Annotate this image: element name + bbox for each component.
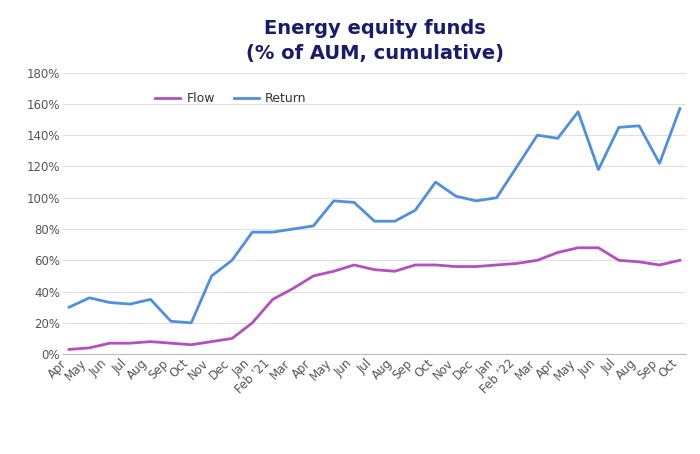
Flow — [167, 340, 175, 346]
Return — [574, 109, 582, 114]
Flow — [146, 339, 155, 344]
Flow — [554, 250, 562, 255]
Return — [146, 296, 155, 302]
Flow — [655, 262, 664, 268]
Flow — [574, 245, 582, 251]
Flow — [615, 257, 623, 263]
Title: Energy equity funds
(% of AUM, cumulative): Energy equity funds (% of AUM, cumulativ… — [246, 19, 503, 63]
Return — [289, 226, 298, 232]
Return — [85, 295, 94, 301]
Line: Flow: Flow — [69, 248, 680, 350]
Return — [594, 167, 603, 173]
Flow — [411, 262, 419, 268]
Return — [167, 319, 175, 324]
Flow — [309, 273, 318, 279]
Return — [615, 125, 623, 130]
Flow — [472, 264, 480, 269]
Flow — [207, 339, 216, 344]
Legend: Flow, Return: Flow, Return — [150, 87, 312, 110]
Flow — [350, 262, 358, 268]
Flow — [187, 342, 195, 347]
Flow — [391, 268, 399, 274]
Return — [472, 198, 480, 203]
Return — [411, 207, 419, 213]
Flow — [452, 264, 460, 269]
Return — [248, 229, 256, 235]
Flow — [248, 320, 256, 326]
Flow — [330, 268, 338, 274]
Return — [126, 301, 134, 307]
Return — [554, 136, 562, 141]
Return — [655, 161, 664, 166]
Flow — [493, 262, 501, 268]
Return — [370, 218, 379, 224]
Return — [493, 195, 501, 201]
Flow — [431, 262, 440, 268]
Return — [431, 179, 440, 185]
Flow — [269, 296, 277, 302]
Return — [350, 200, 358, 205]
Flow — [676, 257, 684, 263]
Return — [676, 106, 684, 111]
Return — [533, 133, 542, 138]
Flow — [228, 336, 236, 341]
Flow — [513, 261, 522, 266]
Return — [452, 193, 460, 199]
Return — [391, 218, 399, 224]
Return — [635, 123, 643, 128]
Line: Return: Return — [69, 109, 680, 323]
Flow — [106, 340, 114, 346]
Return — [513, 164, 522, 169]
Return — [187, 320, 195, 326]
Return — [228, 257, 236, 263]
Return — [65, 305, 74, 310]
Return — [207, 273, 216, 279]
Flow — [85, 345, 94, 350]
Flow — [126, 340, 134, 346]
Flow — [370, 267, 379, 272]
Return — [106, 300, 114, 305]
Return — [309, 223, 318, 229]
Flow — [635, 259, 643, 265]
Flow — [65, 347, 74, 352]
Return — [269, 229, 277, 235]
Flow — [289, 286, 298, 291]
Flow — [594, 245, 603, 251]
Return — [330, 198, 338, 203]
Flow — [533, 257, 542, 263]
